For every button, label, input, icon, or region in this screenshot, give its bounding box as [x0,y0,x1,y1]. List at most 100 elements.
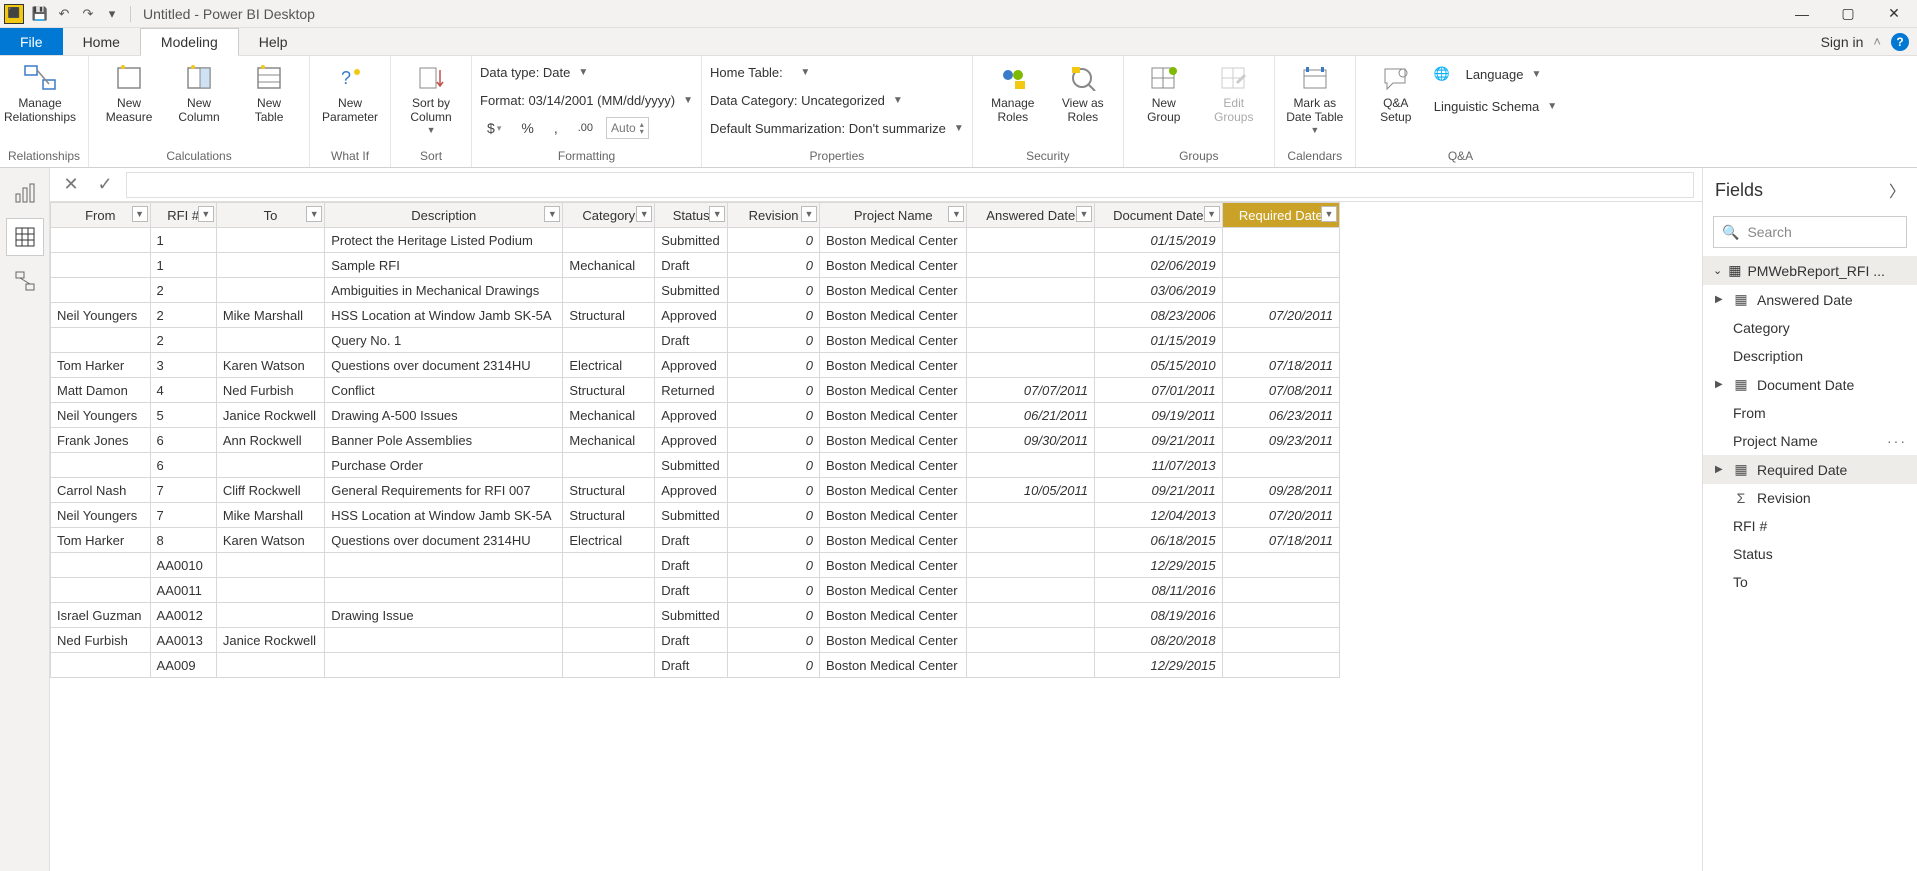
column-header[interactable]: Project Name▼ [820,203,967,228]
home-table-dropdown[interactable]: Home Table: ▼ [710,60,964,84]
new-table-button[interactable]: New Table [237,60,301,125]
sort-by-column-button[interactable]: Sort by Column▼ [399,60,463,136]
table-row[interactable]: Tom Harker8Karen WatsonQuestions over do… [51,528,1340,553]
table-row[interactable]: 2Query No. 1Draft0Boston Medical Center0… [51,328,1340,353]
comma-button[interactable]: , [547,117,565,139]
table-row[interactable]: 1Protect the Heritage Listed PodiumSubmi… [51,228,1340,253]
minimize-button[interactable]: — [1779,0,1825,28]
new-parameter-button[interactable]: ?New Parameter [318,60,382,125]
mark-as-date-table-button[interactable]: Mark as Date Table▼ [1283,60,1347,136]
filter-icon[interactable]: ▼ [306,206,322,222]
filter-icon[interactable]: ▼ [709,206,725,222]
field-item[interactable]: Category [1703,314,1917,342]
new-column-button[interactable]: New Column [167,60,231,125]
filter-icon[interactable]: ▼ [801,206,817,222]
qa-setup-button[interactable]: Q&A Setup [1364,60,1428,125]
column-header[interactable]: Revision▼ [728,203,820,228]
cancel-formula-button[interactable]: ✕ [58,172,84,198]
new-measure-button[interactable]: New Measure [97,60,161,125]
filter-icon[interactable]: ▼ [1076,206,1092,222]
tab-home[interactable]: Home [63,28,140,55]
field-item[interactable]: ▶▦Required Date [1703,455,1917,484]
field-item[interactable]: To [1703,568,1917,596]
qat-dropdown-icon[interactable]: ▾ [102,4,122,24]
table-row[interactable]: Frank Jones6Ann RockwellBanner Pole Asse… [51,428,1340,453]
chevron-up-icon[interactable]: ˄ [1873,34,1881,49]
formula-input[interactable] [126,172,1694,198]
column-header[interactable]: To▼ [216,203,324,228]
sign-in-link[interactable]: Sign in [1821,34,1864,50]
field-item[interactable]: RFI # [1703,512,1917,540]
table-row[interactable]: Israel GuzmanAA0012Drawing IssueSubmitte… [51,603,1340,628]
filter-icon[interactable]: ▼ [948,206,964,222]
table-row[interactable]: Carrol Nash7Cliff RockwellGeneral Requir… [51,478,1340,503]
table-row[interactable]: AA0010Draft0Boston Medical Center12/29/2… [51,553,1340,578]
data-category-dropdown[interactable]: Data Category: Uncategorized▼ [710,88,964,112]
manage-roles-button[interactable]: Manage Roles [981,60,1045,125]
field-item[interactable]: Description [1703,342,1917,370]
field-item[interactable]: ▶▦Answered Date [1703,285,1917,314]
maximize-button[interactable]: ▢ [1825,0,1871,28]
table-row[interactable]: Neil Youngers5Janice RockwellDrawing A-5… [51,403,1340,428]
filter-icon[interactable]: ▼ [544,206,560,222]
linguistic-schema-dropdown[interactable]: Linguistic Schema▼ [1434,94,1557,118]
decimal-places-stepper[interactable]: Auto▴▾ [606,117,649,139]
column-header[interactable]: Document Date▼ [1095,203,1223,228]
new-group-button[interactable]: New Group [1132,60,1196,125]
table-row[interactable]: 2Ambiguities in Mechanical DrawingsSubmi… [51,278,1340,303]
data-grid[interactable]: From▼RFI #▼To▼Description▼Category▼Statu… [50,202,1702,871]
filter-icon[interactable]: ▼ [1204,206,1220,222]
percent-button[interactable]: % [514,117,540,139]
undo-icon[interactable]: ↶ [54,4,74,24]
table-cell: 10/05/2011 [967,478,1095,503]
collapse-pane-icon[interactable]: 〉 [1889,178,1905,202]
manage-relationships-button[interactable]: Manage Relationships [8,60,72,125]
data-view-button[interactable] [6,218,44,256]
table-row[interactable]: 1Sample RFIMechanicalDraft0Boston Medica… [51,253,1340,278]
redo-icon[interactable]: ↷ [78,4,98,24]
column-header[interactable]: Description▼ [325,203,563,228]
column-header[interactable]: Status▼ [655,203,728,228]
decimal-button[interactable]: .00 [571,117,600,139]
filter-icon[interactable]: ▼ [198,206,214,222]
table-row[interactable]: 6Purchase OrderSubmitted0Boston Medical … [51,453,1340,478]
default-summarization-dropdown[interactable]: Default Summarization: Don't summarize▼ [710,116,964,140]
table-row[interactable]: Neil Youngers2Mike MarshallHSS Location … [51,303,1340,328]
column-header[interactable]: Category▼ [563,203,655,228]
table-row[interactable]: Tom Harker3Karen WatsonQuestions over do… [51,353,1340,378]
table-row[interactable]: Neil Youngers7Mike MarshallHSS Location … [51,503,1340,528]
currency-button[interactable]: $▾ [480,117,508,139]
field-item[interactable]: Project Name··· [1703,427,1917,455]
field-item[interactable]: ▶▦Document Date [1703,370,1917,399]
tab-file[interactable]: File [0,28,63,55]
column-header[interactable]: From▼ [51,203,151,228]
language-dropdown[interactable]: 🌐 Language▼ [1434,62,1557,86]
close-button[interactable]: ✕ [1871,0,1917,28]
field-item[interactable]: Status [1703,540,1917,568]
model-view-button[interactable] [6,262,44,300]
view-as-roles-button[interactable]: View as Roles [1051,60,1115,125]
fields-search-input[interactable]: 🔍 Search [1713,216,1907,248]
filter-icon[interactable]: ▼ [132,206,148,222]
filter-icon[interactable]: ▼ [636,206,652,222]
table-row[interactable]: AA009Draft0Boston Medical Center12/29/20… [51,653,1340,678]
table-row[interactable]: AA0011Draft0Boston Medical Center08/11/2… [51,578,1340,603]
tab-help[interactable]: Help [239,28,308,55]
field-item[interactable]: From [1703,399,1917,427]
filter-icon[interactable]: ▼ [1321,206,1337,222]
commit-formula-button[interactable]: ✓ [92,172,118,198]
tab-modeling[interactable]: Modeling [140,28,239,56]
save-icon[interactable]: 💾 [30,4,50,24]
table-row[interactable]: Ned FurbishAA0013Janice RockwellDraft0Bo… [51,628,1340,653]
data-type-dropdown[interactable]: Data type: Date▼ [480,60,693,84]
column-header[interactable]: Answered Date▼ [967,203,1095,228]
table-row[interactable]: Matt Damon4Ned FurbishConflictStructural… [51,378,1340,403]
format-dropdown[interactable]: Format: 03/14/2001 (MM/dd/yyyy)▼ [480,88,693,112]
more-icon[interactable]: ··· [1887,433,1907,449]
column-header[interactable]: Required Date▼ [1222,203,1339,228]
field-item[interactable]: ΣRevision [1703,484,1917,512]
fields-table-header[interactable]: ⌄ ▦ PMWebReport_RFI ... [1703,256,1917,285]
help-icon[interactable]: ? [1891,33,1909,51]
column-header[interactable]: RFI #▼ [150,203,216,228]
report-view-button[interactable] [6,174,44,212]
